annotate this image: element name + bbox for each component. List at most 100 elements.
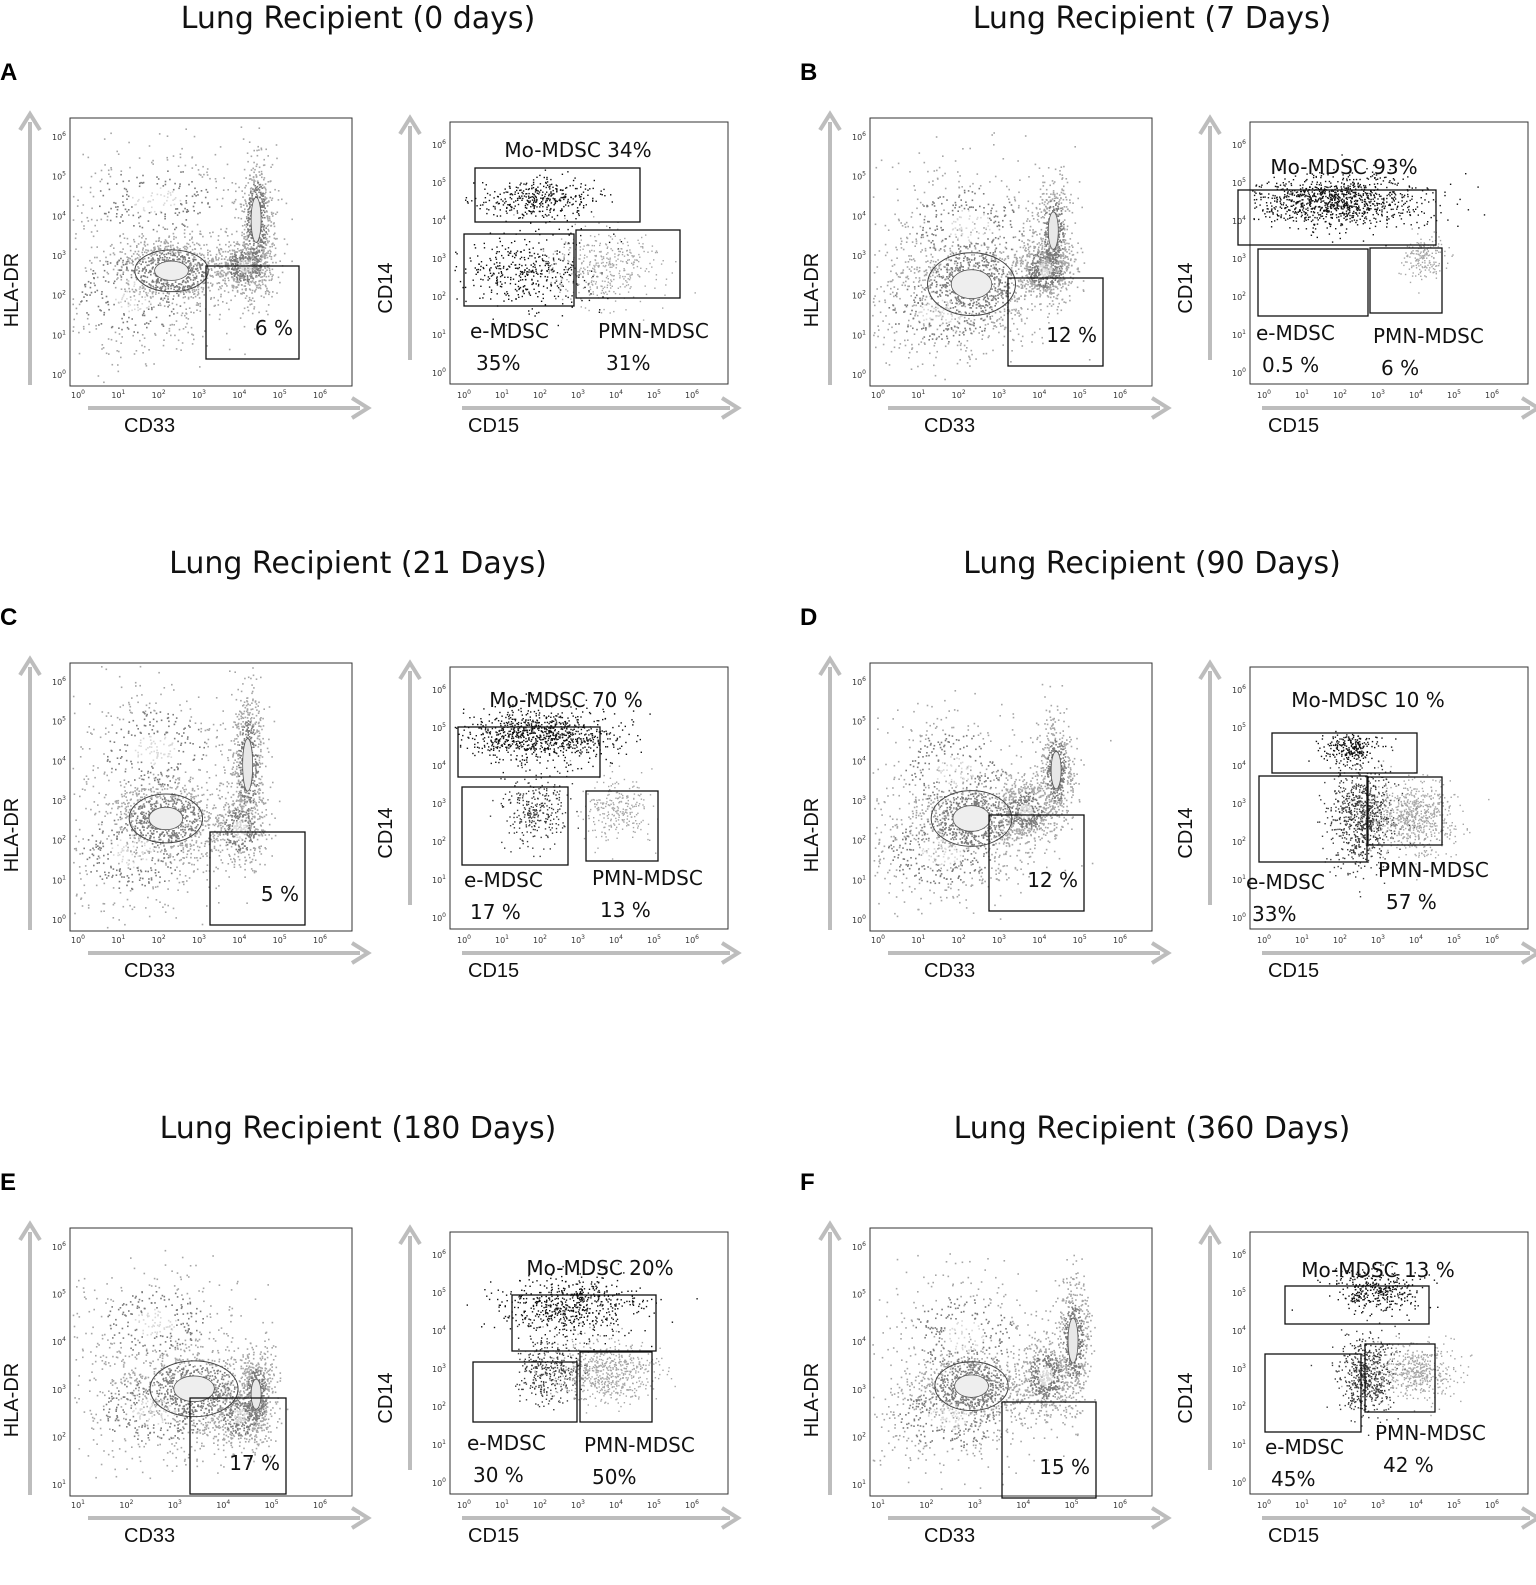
event-dot bbox=[499, 215, 502, 217]
event-dot bbox=[991, 308, 993, 311]
event-dot bbox=[584, 184, 587, 186]
event-dot bbox=[531, 308, 533, 310]
event-dot bbox=[273, 233, 275, 236]
event-dot bbox=[265, 275, 268, 278]
event-dot bbox=[949, 250, 952, 252]
event-dot bbox=[987, 262, 990, 264]
event-dot bbox=[1056, 297, 1059, 300]
event-dot bbox=[544, 304, 547, 306]
event-dot bbox=[270, 199, 273, 201]
event-dot bbox=[569, 201, 571, 204]
event-dot bbox=[135, 269, 138, 271]
event-dot bbox=[645, 293, 648, 296]
event-dot bbox=[114, 331, 117, 334]
event-dot bbox=[260, 226, 263, 229]
event-dot bbox=[226, 332, 228, 335]
event-dot bbox=[548, 266, 550, 269]
event-dot bbox=[207, 254, 209, 256]
event-dot bbox=[531, 184, 533, 187]
event-dot bbox=[126, 260, 129, 263]
event-dot bbox=[249, 260, 251, 262]
event-dot bbox=[987, 246, 990, 249]
event-dot bbox=[943, 249, 946, 251]
event-dot bbox=[956, 229, 959, 231]
event-dot bbox=[925, 261, 927, 263]
event-dot bbox=[952, 307, 955, 309]
event-dot bbox=[569, 185, 571, 187]
event-dot bbox=[220, 258, 223, 260]
event-dot bbox=[567, 253, 570, 256]
event-dot bbox=[577, 271, 579, 273]
event-dot bbox=[167, 193, 169, 195]
event-dot bbox=[1040, 261, 1042, 263]
event-dot bbox=[510, 276, 512, 279]
event-dot bbox=[261, 279, 264, 281]
event-dot bbox=[181, 281, 184, 283]
event-dot bbox=[1027, 276, 1029, 278]
event-dot bbox=[970, 241, 972, 244]
event-dot bbox=[124, 290, 127, 293]
event-dot bbox=[570, 298, 572, 300]
event-dot bbox=[236, 286, 239, 288]
event-dot bbox=[950, 299, 952, 301]
event-dot bbox=[132, 253, 135, 255]
event-dot bbox=[537, 190, 539, 192]
event-dot bbox=[627, 278, 629, 280]
event-dot bbox=[606, 275, 609, 277]
event-dot bbox=[518, 263, 521, 266]
event-dot bbox=[225, 261, 228, 264]
event-dot bbox=[507, 276, 509, 278]
event-dot bbox=[523, 256, 526, 259]
event-dot bbox=[589, 261, 592, 263]
event-dot bbox=[532, 181, 535, 184]
event-dot bbox=[256, 272, 259, 274]
event-dot bbox=[605, 243, 607, 245]
event-dot bbox=[230, 276, 233, 279]
event-dot bbox=[134, 324, 137, 326]
event-dot bbox=[145, 261, 147, 264]
event-dot bbox=[971, 313, 973, 316]
event-dot bbox=[557, 324, 559, 327]
event-dot bbox=[595, 281, 597, 283]
event-dot bbox=[603, 286, 606, 288]
event-dot bbox=[193, 311, 195, 314]
event-dot bbox=[511, 300, 513, 302]
event-dot bbox=[240, 273, 242, 276]
event-dot bbox=[218, 318, 221, 321]
event-dot bbox=[154, 274, 157, 276]
event-dot bbox=[999, 251, 1001, 253]
event-dot bbox=[561, 208, 563, 210]
event-dot bbox=[587, 194, 589, 196]
event-dot bbox=[546, 276, 549, 278]
event-dot bbox=[148, 289, 151, 291]
event-dot bbox=[218, 282, 220, 284]
event-dot bbox=[244, 260, 247, 262]
event-dot bbox=[162, 185, 165, 187]
event-dot bbox=[262, 216, 264, 219]
event-dot bbox=[139, 215, 142, 218]
event-dot bbox=[927, 260, 929, 262]
event-dot bbox=[220, 228, 222, 231]
event-dot bbox=[922, 236, 925, 239]
event-dot bbox=[960, 234, 963, 237]
event-dot bbox=[267, 290, 269, 292]
event-dot bbox=[498, 267, 500, 270]
event-dot bbox=[198, 262, 200, 264]
event-dot bbox=[984, 257, 986, 259]
event-dot bbox=[160, 298, 162, 300]
event-dot bbox=[196, 191, 198, 193]
event-dot bbox=[253, 161, 255, 164]
event-dot bbox=[477, 268, 479, 271]
event-dot bbox=[255, 250, 258, 253]
event-dot bbox=[126, 266, 128, 269]
event-dot bbox=[462, 286, 464, 289]
event-dot bbox=[526, 273, 528, 275]
event-dot bbox=[912, 258, 915, 260]
event-dot bbox=[274, 188, 276, 191]
event-dot bbox=[556, 272, 559, 274]
event-dot bbox=[137, 243, 140, 245]
event-dot bbox=[1039, 303, 1041, 306]
event-dot bbox=[146, 306, 149, 309]
event-dot bbox=[73, 318, 75, 321]
event-dot bbox=[132, 269, 134, 272]
